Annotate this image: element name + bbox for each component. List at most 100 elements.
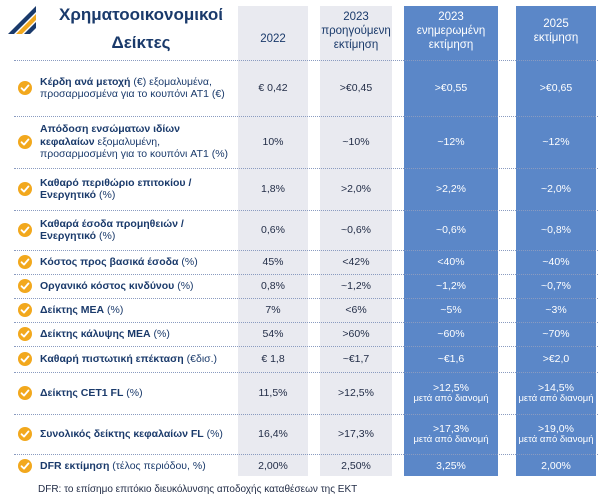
table-cell: 10%	[238, 116, 308, 168]
row-label-text: Δείκτης CET1 FL (%)	[40, 387, 143, 400]
cell-note: μετά από διανομή	[413, 392, 489, 404]
table-row: Συνολικός δείκτης κεφαλαίων FL (%) 16,4% >…	[0, 414, 600, 454]
table-cell: <6%	[320, 298, 392, 322]
table-cell: 2,00%	[238, 454, 308, 478]
table-cell: >17,3% μετά από διανομή	[404, 414, 498, 454]
table-cell: ~70%	[516, 322, 596, 346]
cell-value: >€2,0	[542, 352, 570, 365]
row-label-text: Κόστος προς βασικά έσοδα (%)	[40, 256, 198, 269]
cell-value: 45%	[262, 255, 284, 268]
row-label-bold: Δείκτης ΜΕΑ	[40, 303, 105, 316]
cell-value: ~0,6%	[340, 223, 372, 236]
table-cell: ~0,8%	[516, 210, 596, 250]
table-cell: >2,2%	[404, 168, 498, 210]
row-label-text: Απόδοση ενσώματων ιδίων κεφαλαίων εξομαλ…	[40, 123, 236, 161]
checkmark-icon	[18, 135, 32, 149]
cell-value: ~1,2%	[435, 279, 467, 292]
checkmark-icon	[18, 427, 32, 441]
checkmark-icon	[18, 223, 32, 237]
row-label-rest: (%)	[178, 255, 198, 268]
table-cell: ~€1,6	[404, 346, 498, 372]
row-label-text: Καθαρό περιθώριο επιτοκίου / Ενεργητικό …	[40, 177, 236, 202]
cell-value: ~1,2%	[340, 279, 372, 292]
cell-value: 11,5%	[258, 386, 288, 399]
row-label: Δείκτης ΜΕΑ (%)	[40, 298, 236, 322]
table-cell: >14,5% μετά από διανομή	[516, 372, 596, 414]
table-cell: 1,8%	[238, 168, 308, 210]
row-label-rest: (%)	[174, 279, 194, 292]
table-cell: ~60%	[404, 322, 498, 346]
row-label-rest: (%)	[96, 189, 116, 201]
checkmark-icon	[18, 303, 32, 317]
row-divider	[14, 274, 598, 275]
table-cell: ~1,2%	[404, 274, 498, 298]
row-label-text: Δείκτης ΜΕΑ (%)	[40, 304, 123, 317]
column-header-line: 2025	[543, 18, 569, 30]
table-cell: >12,5%	[320, 372, 392, 414]
cell-value: >17,3%	[433, 422, 469, 435]
cell-value: ~0,8%	[540, 223, 572, 236]
table-cell: € 0,42	[238, 60, 308, 116]
table-cell: >€2,0	[516, 346, 596, 372]
cell-value: ~5%	[440, 303, 462, 316]
row-divider	[14, 414, 598, 415]
cell-value: 7%	[265, 303, 281, 316]
column-header-2025: 2025 εκτίμηση	[516, 17, 596, 45]
row-label-bold: Κόστος προς βασικά έσοδα	[40, 255, 179, 268]
row-label-bold: Απόδοση ενσώματων ιδίων κεφαλαίων	[40, 123, 181, 148]
cell-value: ~40%	[542, 255, 570, 268]
table-cell: 45%	[238, 250, 308, 274]
row-divider	[14, 168, 598, 169]
table-cell: 0,6%	[238, 210, 308, 250]
cell-value: >€0,55	[434, 81, 468, 94]
cell-value: <42%	[342, 255, 370, 268]
table-cell: 11,5%	[238, 372, 308, 414]
table-cell: ~€1,7	[320, 346, 392, 372]
checkmark-icon	[18, 182, 32, 196]
cell-value: ~10%	[342, 135, 370, 148]
checkmark-icon	[18, 279, 32, 293]
row-label-bold: DFR εκτίμηση	[40, 459, 110, 472]
table-row: Καθαρά έσοδα προμηθειών / Ενεργητικό (%)…	[0, 210, 600, 250]
table-row: Κόστος προς βασικά έσοδα (%) 45% <42% <40% ~…	[0, 250, 600, 274]
row-label-rest: (%)	[104, 303, 124, 316]
cell-value: >14,5%	[538, 381, 574, 394]
checkmark-icon	[18, 327, 32, 341]
cell-value: 54%	[262, 327, 284, 340]
row-divider	[14, 372, 598, 373]
table-cell: >€0,45	[320, 60, 392, 116]
column-header-line: 2023	[438, 11, 464, 23]
title-line-2: Δείκτες	[111, 33, 171, 52]
table-cell: >12,5% μετά από διανομή	[404, 372, 498, 414]
row-label-text: Καθαρή πιστωτική επέκταση (€δισ.)	[40, 353, 217, 366]
column-header-line: εκτίμηση	[428, 39, 474, 51]
cell-value: ~0,6%	[435, 223, 467, 236]
table-row: Δείκτης κάλυψης ΜΕΑ (%) 54% >60% ~60% ~70%	[0, 322, 600, 346]
table-row: Καθαρή πιστωτική επέκταση (€δισ.) € 1,8 ~€…	[0, 346, 600, 372]
cell-value: ~3%	[545, 303, 567, 316]
row-label-bold: Δείκτης CET1 FL	[40, 386, 124, 399]
table-cell: ~3%	[516, 298, 596, 322]
table-cell: 16,4%	[238, 414, 308, 454]
column-header-line: εκτίμηση	[333, 39, 379, 51]
cell-note: μετά από διανομή	[518, 433, 594, 445]
cell-value: >12,5%	[338, 386, 374, 399]
table-cell: <42%	[320, 250, 392, 274]
cell-value: >12,5%	[433, 381, 469, 394]
column-2022-background	[238, 6, 308, 476]
table-cell: >19,0% μετά από διανομή	[516, 414, 596, 454]
row-label: DFR εκτίμηση (τέλος περιόδου, %)	[40, 454, 236, 478]
cell-value: ~2,0%	[540, 182, 572, 195]
row-label-rest: (€δισ.)	[183, 352, 218, 365]
column-header-line: ενημερωμένη	[416, 25, 486, 37]
row-label-rest: (%)	[150, 327, 170, 340]
column-header-line: 2023	[343, 11, 369, 23]
row-divider	[14, 250, 598, 251]
page-title: Χρηματοοικονομικοί Δείκτες	[46, 4, 236, 54]
cell-value: ~€1,6	[437, 352, 465, 365]
row-divider	[14, 60, 598, 61]
row-label: Καθαρό περιθώριο επιτοκίου / Ενεργητικό …	[40, 168, 236, 210]
cell-value: 3,25%	[436, 459, 466, 472]
row-label: Κόστος προς βασικά έσοδα (%)	[40, 250, 236, 274]
cell-value: >17,3%	[338, 427, 374, 440]
